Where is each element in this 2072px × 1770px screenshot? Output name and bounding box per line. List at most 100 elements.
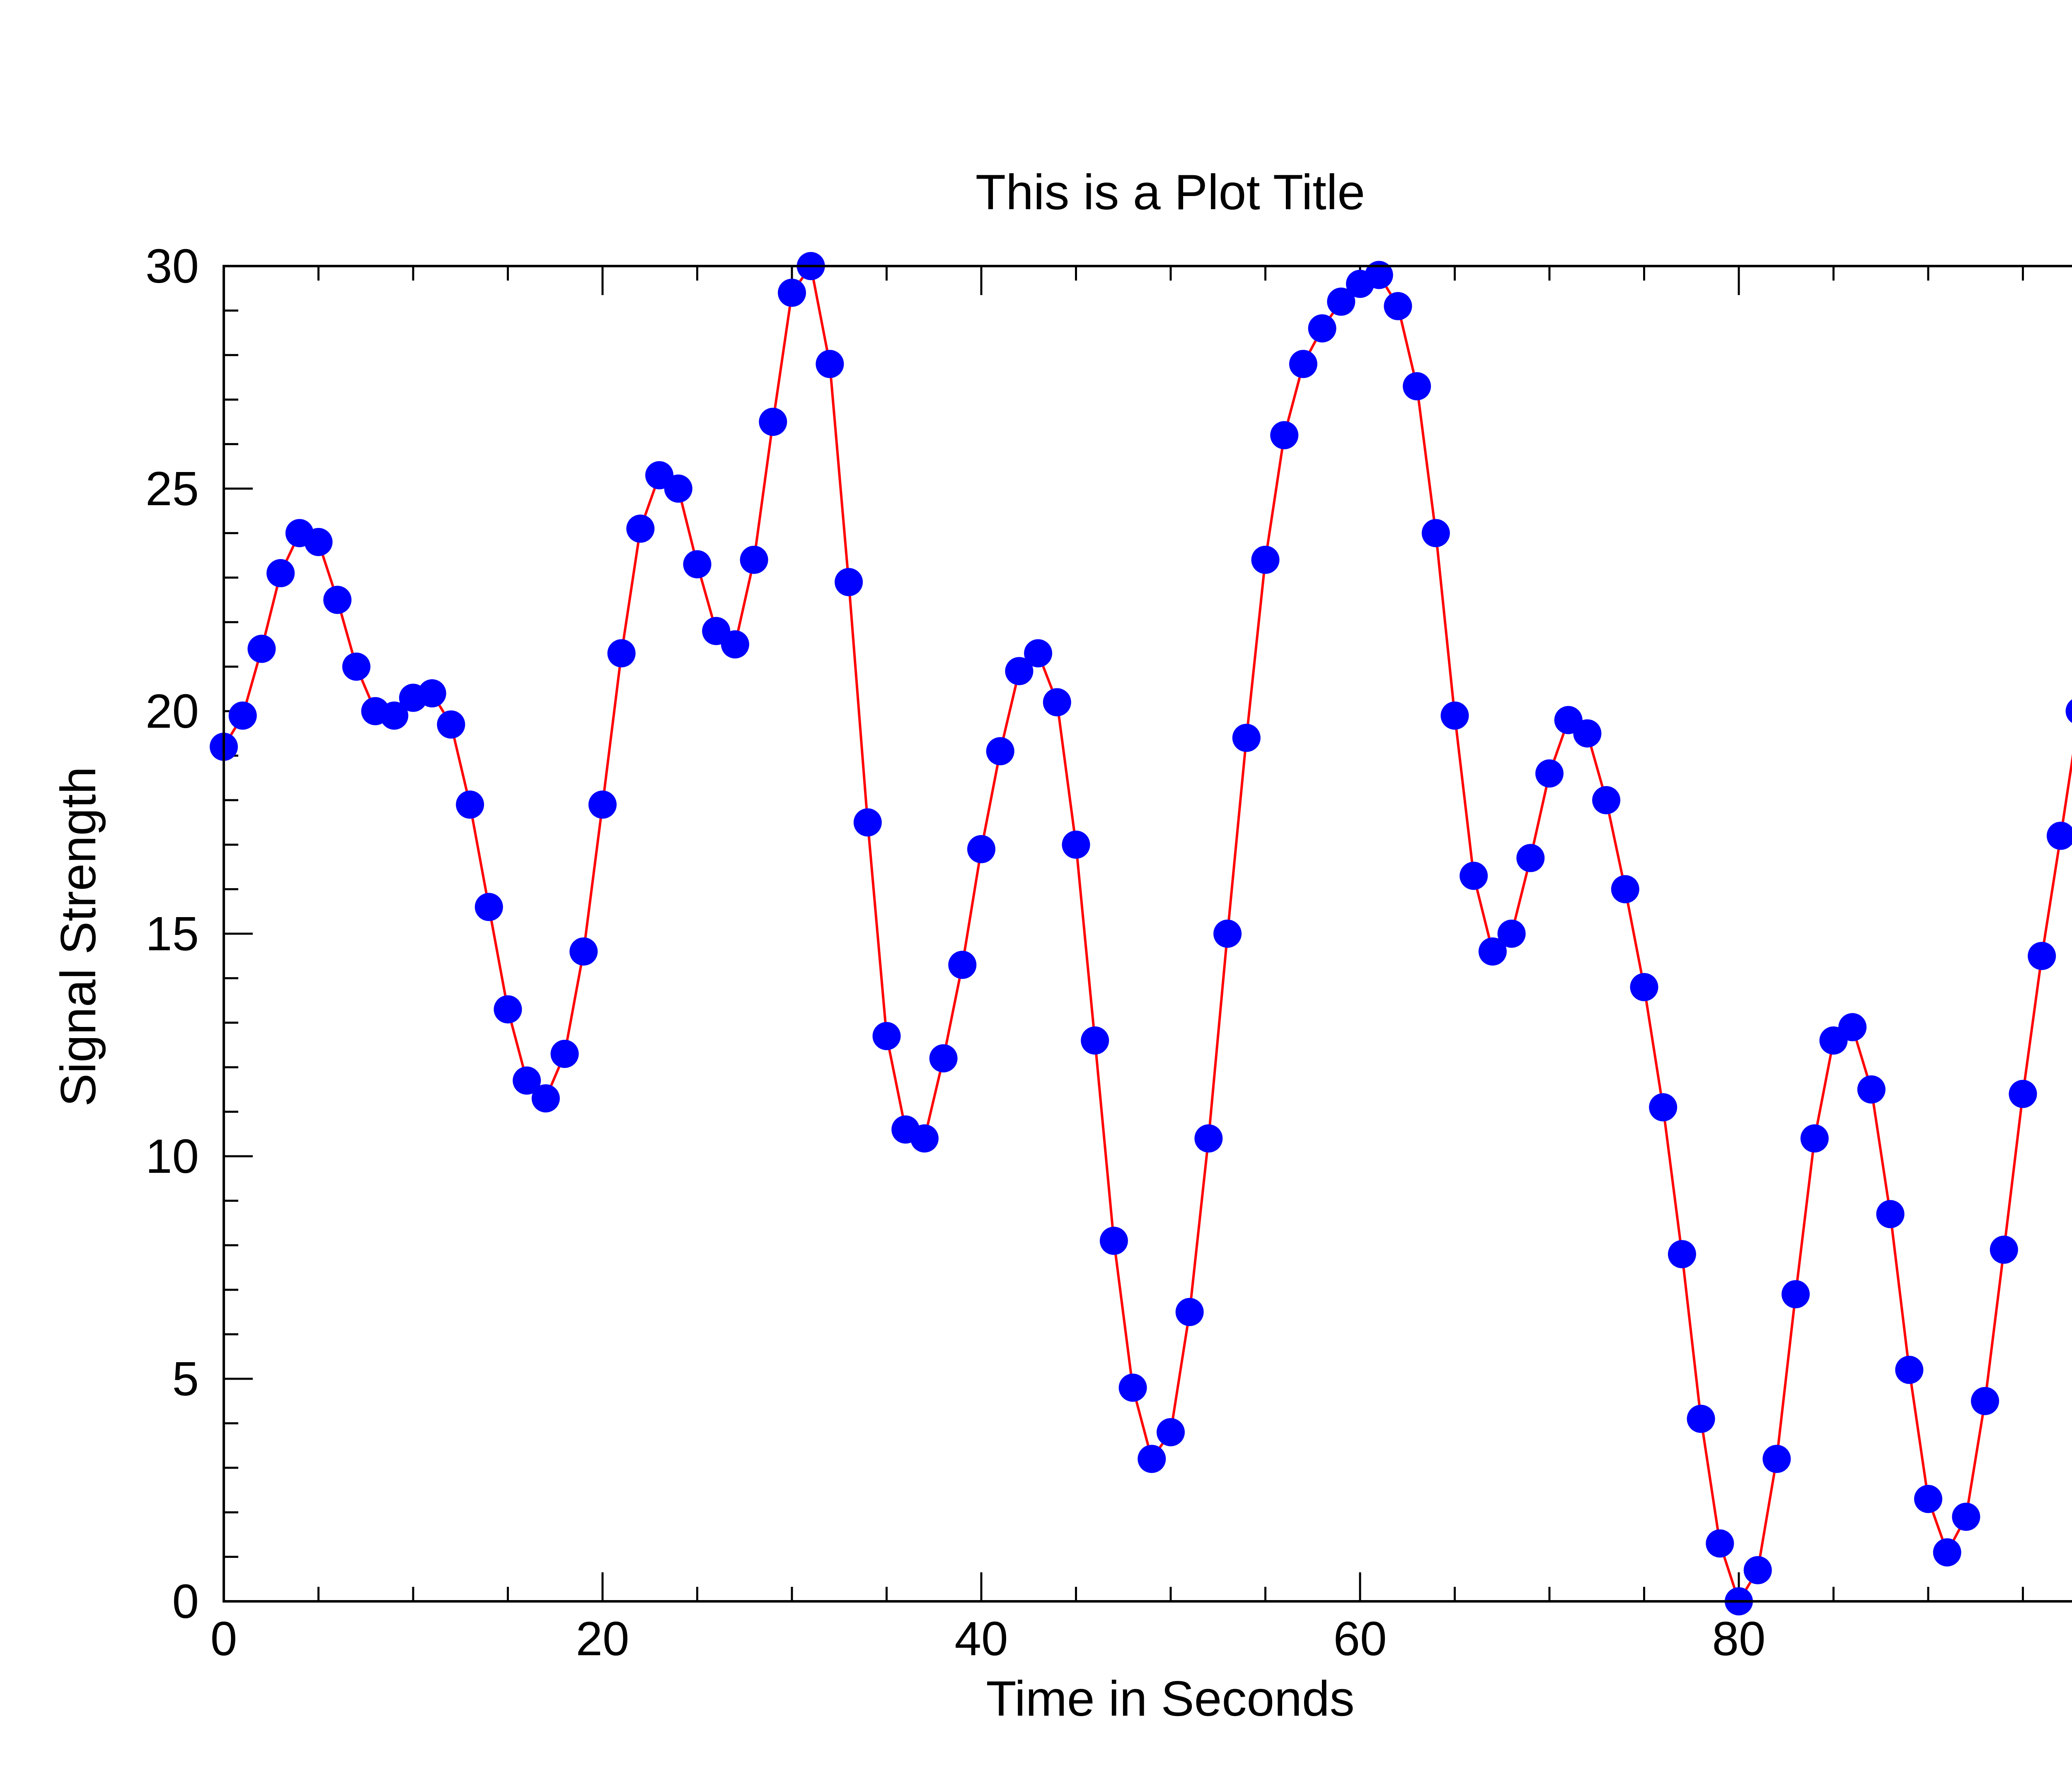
data-point: [437, 710, 465, 739]
data-point: [1933, 1538, 1961, 1567]
data-point: [1668, 1240, 1696, 1269]
data-point: [967, 835, 995, 863]
data-point: [1251, 545, 1280, 574]
y-tick-label: 30: [145, 239, 199, 293]
data-point: [1024, 639, 1053, 668]
data-point: [872, 1022, 901, 1051]
data-point: [323, 586, 352, 614]
data-point: [1876, 1200, 1905, 1228]
x-tick-label: 80: [1712, 1612, 1765, 1666]
data-point: [1573, 719, 1602, 748]
data-point: [1062, 831, 1090, 859]
data-point: [1289, 350, 1317, 378]
data-point: [228, 701, 257, 730]
data-point: [2046, 821, 2072, 850]
data-point: [1535, 759, 1564, 788]
data-point: [1516, 844, 1545, 872]
data-point: [1403, 372, 1431, 400]
series-line: [223, 265, 2072, 1603]
plot-frame: [223, 265, 2072, 1603]
data-point: [1270, 421, 1299, 450]
data-point: [948, 951, 977, 979]
y-tick-label: 20: [145, 684, 199, 738]
data-point: [1194, 1124, 1223, 1153]
data-point: [1649, 1093, 1677, 1121]
data-point: [1118, 1373, 1147, 1402]
data-point: [494, 995, 522, 1024]
data-point: [1232, 724, 1261, 752]
data-point: [607, 639, 636, 668]
data-point: [1327, 287, 1356, 316]
data-point: [1421, 519, 1450, 547]
data-point: [626, 514, 655, 543]
axis-ticks: [223, 265, 2024, 1603]
data-point: [1384, 292, 1412, 320]
data-point: [1857, 1075, 1886, 1104]
data-point: [910, 1124, 939, 1153]
y-tick-label: 0: [172, 1574, 199, 1628]
data-point: [664, 475, 692, 503]
x-tick-label: 60: [1333, 1612, 1387, 1666]
data-point: [1213, 920, 1242, 948]
data-point: [1762, 1445, 1791, 1473]
data-point: [1460, 862, 1488, 890]
y-axis-label: Signal Strength: [51, 767, 106, 1107]
data-point: [2009, 1080, 2037, 1108]
y-tick-label: 5: [172, 1352, 199, 1406]
data-point: [1706, 1529, 1734, 1558]
data-point: [778, 278, 806, 307]
data-point: [569, 937, 598, 966]
data-point: [1157, 1418, 1185, 1446]
data-point: [1365, 261, 1393, 289]
data-point: [1914, 1484, 1942, 1513]
data-point: [474, 893, 503, 921]
data-point: [304, 528, 333, 556]
data-point: [588, 790, 617, 819]
series-group: [210, 252, 2072, 1615]
data-point: [1630, 973, 1658, 1001]
data-point: [986, 737, 1014, 765]
data-point: [1952, 1502, 1980, 1531]
data-point: [418, 679, 446, 708]
data-point: [683, 550, 712, 579]
data-point: [247, 634, 276, 663]
data-point: [1081, 1026, 1109, 1055]
data-point: [2028, 942, 2056, 970]
data-point: [1800, 1124, 1829, 1153]
data-point: [1175, 1298, 1204, 1326]
tick-labels: 020406080100051015202530: [145, 239, 1766, 1666]
data-point: [1138, 1445, 1166, 1473]
data-point: [1990, 1235, 2018, 1264]
data-point: [342, 652, 370, 681]
data-point: [1895, 1356, 1924, 1384]
data-point: [266, 559, 295, 588]
data-point: [456, 790, 484, 819]
data-point: [721, 630, 749, 659]
x-tick-label: 0: [211, 1612, 237, 1666]
data-point: [1592, 786, 1621, 814]
data-point: [1497, 920, 1526, 948]
data-point: [2065, 699, 2072, 723]
data-point: [1478, 937, 1507, 966]
data-point: [1043, 688, 1071, 717]
data-point: [513, 1066, 541, 1095]
data-point: [853, 808, 882, 837]
data-point: [1838, 1013, 1867, 1041]
data-point: [380, 701, 409, 730]
y-tick-label: 15: [145, 907, 199, 961]
data-point: [835, 568, 863, 596]
y-tick-label: 10: [145, 1129, 199, 1183]
chart-title: This is a Plot Title: [975, 165, 1365, 220]
data-point: [1099, 1227, 1128, 1255]
data-point: [1005, 657, 1034, 685]
data-point: [740, 545, 768, 574]
data-point: [1743, 1556, 1772, 1584]
data-point: [1308, 314, 1336, 343]
data-point: [759, 407, 787, 436]
data-point: [1687, 1404, 1715, 1433]
data-point: [929, 1044, 958, 1073]
data-point: [531, 1084, 560, 1113]
x-tick-label: 40: [954, 1612, 1008, 1666]
y-tick-label: 25: [145, 462, 199, 516]
